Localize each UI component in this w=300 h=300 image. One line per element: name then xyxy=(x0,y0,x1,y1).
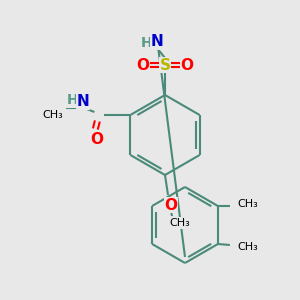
Text: O: O xyxy=(136,58,149,73)
Text: O: O xyxy=(181,58,194,73)
Text: S: S xyxy=(160,58,170,73)
Text: H: H xyxy=(67,93,78,107)
Text: N: N xyxy=(77,94,90,110)
Text: O: O xyxy=(90,131,103,146)
Text: O: O xyxy=(164,197,178,212)
Text: CH₃: CH₃ xyxy=(169,218,190,228)
Text: CH₃: CH₃ xyxy=(238,199,258,209)
Text: CH₃: CH₃ xyxy=(42,110,63,120)
Text: CH₃: CH₃ xyxy=(238,242,258,252)
Text: N: N xyxy=(151,34,164,50)
Text: H: H xyxy=(141,36,153,50)
